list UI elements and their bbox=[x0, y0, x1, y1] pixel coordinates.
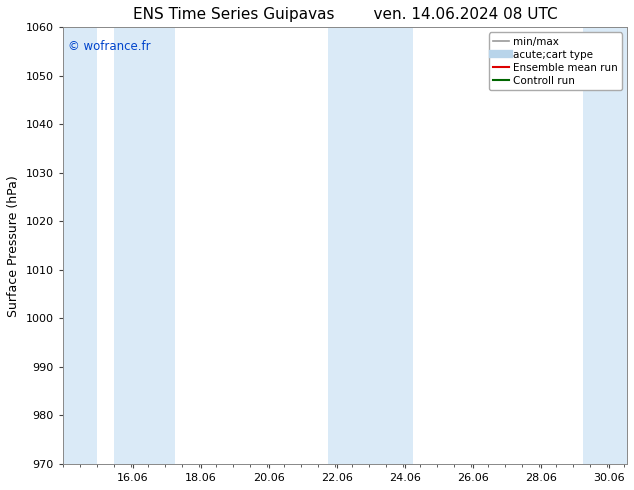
Legend: min/max, acute;cart type, Ensemble mean run, Controll run: min/max, acute;cart type, Ensemble mean … bbox=[489, 32, 622, 90]
Bar bbox=[328, 27, 368, 464]
Bar bbox=[63, 27, 96, 464]
Text: © wofrance.fr: © wofrance.fr bbox=[68, 40, 151, 53]
Title: ENS Time Series Guipavas        ven. 14.06.2024 08 UTC: ENS Time Series Guipavas ven. 14.06.2024… bbox=[133, 7, 557, 22]
Y-axis label: Surface Pressure (hPa): Surface Pressure (hPa) bbox=[7, 175, 20, 317]
Bar bbox=[583, 27, 627, 464]
Bar bbox=[113, 27, 175, 464]
Bar bbox=[368, 27, 413, 464]
